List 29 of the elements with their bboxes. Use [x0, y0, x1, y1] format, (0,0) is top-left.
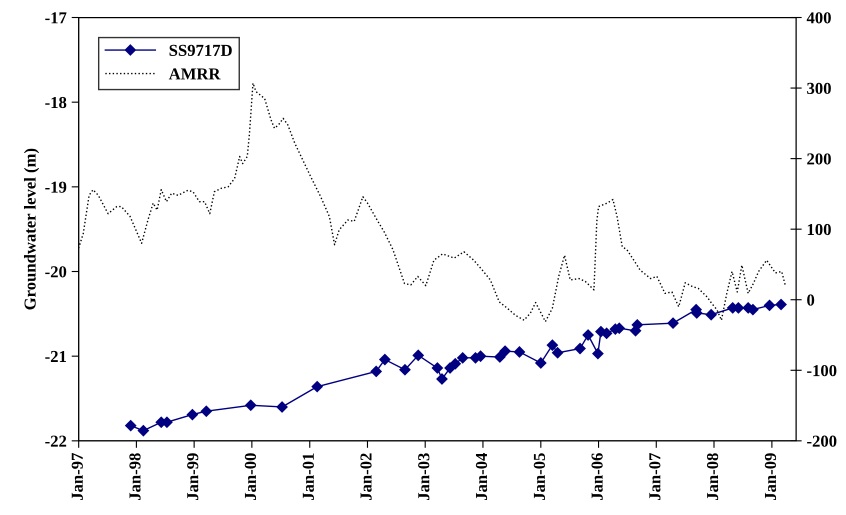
x-tick-label: Jan-09: [764, 453, 776, 500]
y2-tick-label: 100: [808, 224, 831, 236]
y-tick-label: -21: [45, 350, 66, 362]
y2-tick-label: 200: [807, 153, 831, 165]
x-tick-label: Jan-00: [244, 453, 256, 500]
y2-tick-label: -200: [807, 436, 836, 447]
x-tick-label: Jan-08: [706, 453, 718, 500]
y2-tick-label: 0: [807, 294, 814, 306]
x-tick-label: Jan-05: [534, 453, 545, 500]
y2-tick-label: 300: [807, 82, 831, 94]
legend-label: SS9717D: [170, 44, 232, 56]
y-tick-label: -18: [45, 96, 66, 108]
y-axis-title: Groundwater level (m): [24, 148, 40, 310]
x-tick-label: Jan-04: [476, 452, 488, 500]
x-tick-label: Jan-01: [302, 454, 314, 500]
x-tick-label: Jan-03: [418, 453, 430, 500]
x-tick-label: Jan-97: [72, 453, 83, 500]
x-tick-label: Jan-98: [129, 453, 141, 500]
y2-tick-label: -100: [807, 364, 836, 376]
x-tick-label: Jan-06: [591, 453, 603, 500]
y2-tick-label: 400: [806, 12, 831, 24]
y-tick-label: -20: [45, 266, 66, 278]
x-tick-label: Jan-07: [649, 453, 660, 500]
x-tick-label: Jan-99: [187, 453, 198, 500]
y-tick-label: -17: [45, 12, 66, 24]
y-tick-label: -22: [45, 436, 66, 447]
x-tick-label: Jan-02: [360, 453, 372, 500]
legend-label: AMRR: [168, 68, 221, 80]
y-tick-label: -19: [45, 182, 66, 193]
